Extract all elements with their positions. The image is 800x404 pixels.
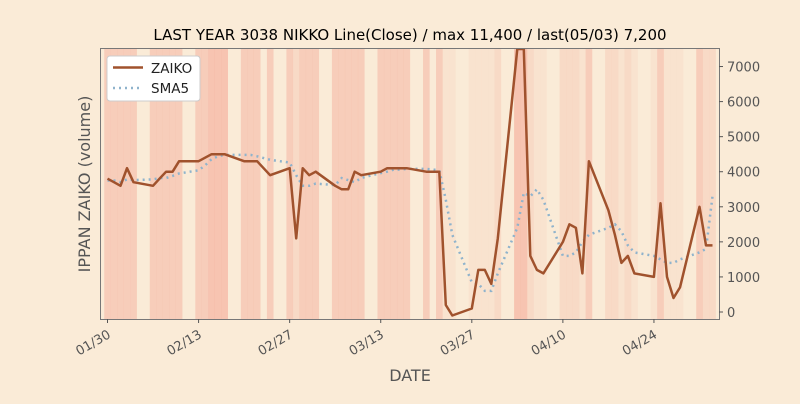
band (292, 49, 300, 319)
band (709, 49, 716, 319)
y-tick-label: 7000 (727, 61, 760, 76)
band (357, 49, 365, 319)
band (396, 49, 404, 319)
band (670, 49, 677, 319)
band (286, 49, 294, 319)
band (520, 49, 528, 319)
band (533, 49, 541, 319)
band (559, 49, 567, 319)
legend-sma5-label: SMA5 (151, 81, 189, 97)
band (299, 49, 307, 319)
y-tick-label: 3000 (727, 201, 760, 216)
band (253, 49, 261, 319)
band (663, 49, 671, 319)
band (247, 49, 255, 319)
band (579, 49, 586, 319)
band (338, 49, 346, 319)
x-axis-label: DATE (389, 366, 431, 385)
band (650, 49, 658, 319)
band (175, 49, 183, 319)
band (449, 49, 456, 319)
band (123, 49, 131, 319)
y-tick-label: 6000 (727, 96, 760, 111)
band (494, 49, 502, 319)
band (696, 49, 703, 319)
chart-title: LAST YEAR 3038 NIKKO Line(Close) / max 1… (153, 26, 666, 44)
band (156, 49, 163, 319)
y-tick-label: 4000 (727, 166, 760, 181)
band (383, 49, 391, 319)
band (390, 49, 398, 319)
y-tick-label: 0 (727, 306, 735, 321)
band (605, 49, 612, 319)
series-layer (106, 49, 714, 317)
band (624, 49, 632, 319)
background-bands (104, 49, 716, 319)
band (214, 49, 222, 319)
band (201, 49, 209, 319)
band (110, 49, 118, 319)
band (488, 49, 495, 319)
band (540, 49, 547, 319)
band (221, 49, 228, 319)
band (162, 49, 170, 319)
band (351, 49, 359, 319)
y-tick-label: 1000 (727, 271, 760, 286)
sma5-series-line (107, 153, 714, 293)
band (266, 49, 274, 319)
band (208, 49, 215, 319)
band (618, 49, 625, 319)
band (403, 49, 411, 319)
band (566, 49, 573, 319)
band (657, 49, 664, 319)
zaiko-series-line (106, 49, 713, 317)
band (702, 49, 710, 319)
band (631, 49, 638, 319)
band (195, 49, 202, 319)
legend-zaiko-label: ZAIKO (151, 61, 192, 77)
band (331, 49, 339, 319)
band (572, 49, 580, 319)
band (468, 49, 476, 319)
band (240, 49, 248, 319)
y-tick-label: 5000 (727, 131, 760, 146)
band (305, 49, 313, 319)
band (169, 49, 176, 319)
band (475, 49, 482, 319)
band (104, 49, 111, 319)
y-axis-label: IPPAN ZAIKO (volume) (75, 96, 94, 273)
band (344, 49, 352, 319)
plot-frame (100, 48, 720, 320)
band (611, 49, 619, 319)
y-axis: 0 1000 2000 3000 4000 5000 6000 7000 (719, 61, 760, 321)
band (423, 49, 430, 319)
band (585, 49, 593, 319)
band (676, 49, 684, 319)
band (527, 49, 534, 319)
band (130, 49, 137, 319)
band (514, 49, 521, 319)
band (377, 49, 385, 319)
legend: ZAIKO SMA5 (106, 55, 201, 102)
band (442, 49, 450, 319)
band (481, 49, 489, 319)
y-tick-label: 2000 (727, 236, 760, 251)
